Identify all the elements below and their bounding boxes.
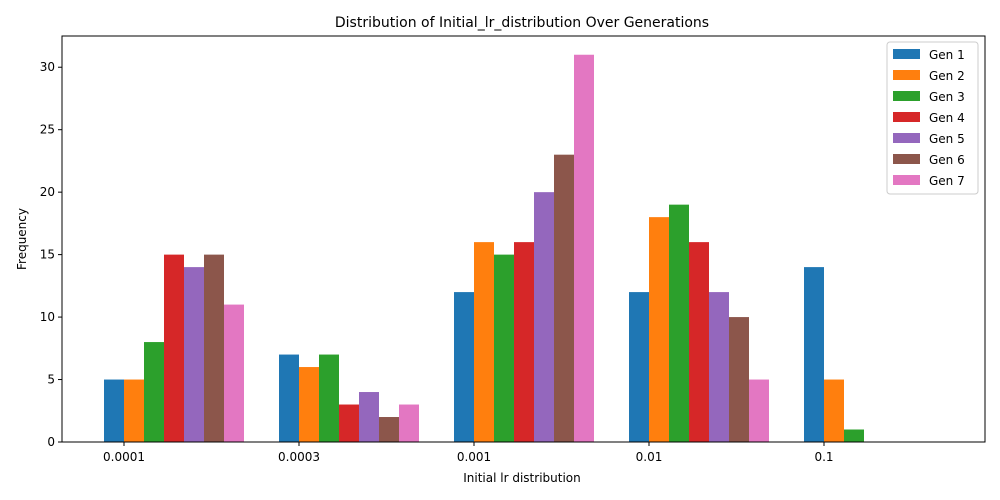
legend-label: Gen 2 [929, 69, 965, 83]
x-tick-label: 0.0001 [103, 450, 145, 464]
x-tick-label: 0.001 [457, 450, 491, 464]
bars-group [104, 54, 864, 442]
bar [844, 429, 864, 442]
bar [124, 379, 144, 442]
x-axis-label: Initial lr distribution [463, 471, 581, 485]
bar [184, 267, 204, 442]
legend-label: Gen 7 [929, 174, 965, 188]
bar [164, 254, 184, 442]
bar [824, 379, 844, 442]
bar [204, 254, 224, 442]
legend-label: Gen 6 [929, 153, 965, 167]
legend-label: Gen 4 [929, 111, 965, 125]
bar [729, 317, 749, 442]
x-tick-label: 0.01 [636, 450, 663, 464]
y-tick-label: 0 [47, 435, 55, 449]
bar [359, 392, 379, 442]
y-tick-label: 30 [40, 60, 55, 74]
y-tick-label: 25 [40, 123, 55, 137]
bar [709, 292, 729, 442]
bar [514, 242, 534, 442]
legend-swatch [893, 133, 920, 143]
x-tick-label: 0.0003 [278, 450, 320, 464]
y-axis: 0 5 10 15 20 25 30 [40, 60, 62, 449]
bar [339, 404, 359, 442]
bar [299, 367, 319, 442]
bar [554, 154, 574, 442]
legend-swatch [893, 91, 920, 101]
bar [574, 54, 594, 442]
bar [379, 417, 399, 442]
bar [534, 192, 554, 442]
y-tick-label: 5 [47, 373, 55, 387]
legend-label: Gen 3 [929, 90, 965, 104]
legend-swatch [893, 175, 920, 185]
bar [224, 304, 244, 442]
bar [474, 242, 494, 442]
bar [319, 354, 339, 442]
bar [454, 292, 474, 442]
y-tick-label: 10 [40, 310, 55, 324]
y-tick-label: 15 [40, 248, 55, 262]
legend: Gen 1 Gen 2 Gen 3 Gen 4 Gen 5 Gen 6 Gen 7 [886, 41, 979, 195]
x-axis: 0.0001 0.0003 0.001 0.01 0.1 [103, 442, 834, 464]
bar [144, 342, 164, 442]
bar [494, 254, 514, 442]
chart-title: Distribution of Initial_lr_distribution … [335, 15, 709, 31]
bar [399, 404, 419, 442]
bar [669, 204, 689, 442]
plot-frame [61, 35, 986, 443]
legend-swatch [893, 154, 920, 164]
legend-label: Gen 1 [929, 48, 965, 62]
bar [749, 379, 769, 442]
bar [689, 242, 709, 442]
bar [104, 379, 124, 442]
bar [279, 354, 299, 442]
x-tick-label: 0.1 [814, 450, 833, 464]
bar [649, 217, 669, 442]
legend-swatch [893, 112, 920, 122]
y-tick-label: 20 [40, 185, 55, 199]
legend-swatch [893, 49, 920, 59]
bar [804, 267, 824, 442]
y-axis-label: Frequency [15, 208, 29, 270]
legend-swatch [893, 70, 920, 80]
bar [629, 292, 649, 442]
legend-label: Gen 5 [929, 132, 965, 146]
